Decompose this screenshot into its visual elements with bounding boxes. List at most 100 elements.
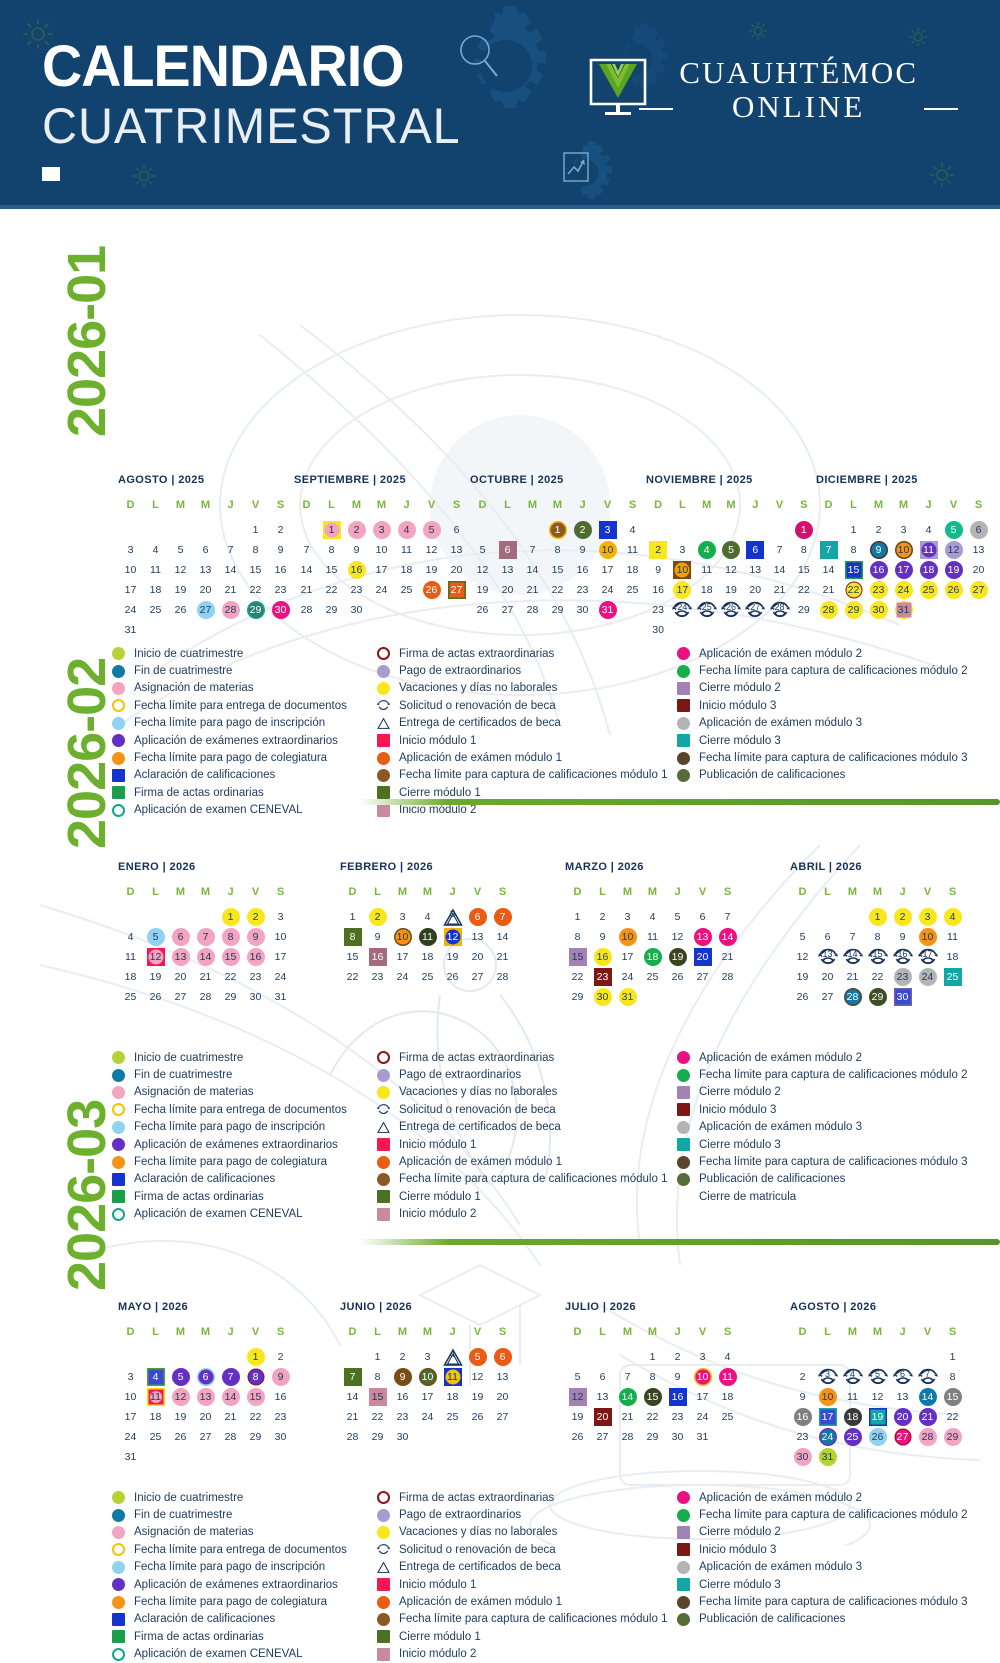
legend-item[interactable]: Aplicación de exámen módulo 2: [677, 1489, 997, 1506]
legend-item[interactable]: Pago de extraordinarios: [377, 1066, 677, 1083]
legend-item[interactable]: Vacaciones y días no laborales: [377, 680, 677, 697]
day-cell-marked[interactable]: 31: [817, 1448, 838, 1466]
day-cell-marked[interactable]: 1: [245, 1348, 266, 1366]
legend-item[interactable]: Aplicación de examen CENEVAL: [112, 1206, 377, 1223]
day-cell-marked[interactable]: 7: [195, 928, 216, 946]
legend-item[interactable]: Solicitud o renovación de beca: [377, 1541, 677, 1558]
day-cell-marked[interactable]: 10: [672, 561, 693, 579]
day-cell-marked[interactable]: 10: [417, 1368, 438, 1386]
legend-item[interactable]: Fecha límite para pago de inscripción: [112, 715, 377, 732]
day-cell-marked[interactable]: 10: [817, 1388, 838, 1406]
legend-item[interactable]: Aplicación de exámen módulo 1: [377, 1593, 677, 1610]
legend-item[interactable]: Firma de actas extraordinarias: [377, 645, 677, 662]
day-cell-marked[interactable]: 10: [692, 1368, 713, 1386]
day-cell-marked[interactable]: 4: [145, 1368, 166, 1386]
day-cell-marked[interactable]: 29: [843, 601, 864, 619]
legend-item[interactable]: Fecha límite para captura de calificacio…: [377, 1611, 677, 1628]
day-cell-marked[interactable]: 24: [893, 581, 914, 599]
legend-item[interactable]: Inicio módulo 1: [377, 1136, 677, 1153]
legend-item[interactable]: Aplicación de examen CENEVAL: [112, 802, 377, 819]
legend-item[interactable]: Fecha límite para captura de calificacio…: [377, 1171, 677, 1188]
legend-item[interactable]: Aplicación de exámen módulo 3: [677, 715, 997, 732]
day-cell-marked[interactable]: 28: [220, 601, 241, 619]
day-cell-marked[interactable]: 1: [793, 521, 814, 539]
legend-item[interactable]: Asignación de materias: [112, 680, 377, 697]
day-cell-marked[interactable]: 16: [667, 1388, 688, 1406]
day-cell-marked[interactable]: 8: [342, 928, 363, 946]
day-cell-marked[interactable]: 2: [245, 908, 266, 926]
day-cell-marked[interactable]: 10: [617, 928, 638, 946]
legend-item[interactable]: Fecha límite para captura de calificacio…: [377, 767, 677, 784]
legend-item[interactable]: Inicio módulo 2: [377, 1646, 677, 1663]
day-cell-marked[interactable]: 7: [492, 908, 513, 926]
legend-item[interactable]: Inicio módulo 3: [677, 697, 997, 714]
day-cell-marked[interactable]: 9: [245, 928, 266, 946]
legend-item[interactable]: Pago de extraordinarios: [377, 1506, 677, 1523]
day-cell-marked[interactable]: 30: [892, 988, 913, 1006]
day-cell-marked[interactable]: 7: [818, 541, 839, 559]
legend-item[interactable]: Inicio de cuatrimestre: [112, 645, 377, 662]
day-cell-marked[interactable]: 12: [145, 948, 166, 966]
legend-item[interactable]: Cierre módulo 1: [377, 1188, 677, 1205]
day-cell-marked[interactable]: 4: [942, 908, 963, 926]
legend-item[interactable]: Inicio módulo 1: [377, 1576, 677, 1593]
legend-item[interactable]: Fecha límite para pago de inscripción: [112, 1559, 377, 1576]
day-cell-marked[interactable]: 5: [170, 1368, 191, 1386]
day-cell-marked[interactable]: 25: [918, 581, 939, 599]
day-cell-marked[interactable]: 25: [942, 968, 963, 986]
day-cell-marked[interactable]: 8: [220, 928, 241, 946]
legend-item[interactable]: Cierre de matricula: [677, 1188, 997, 1205]
day-cell-marked[interactable]: 15: [245, 1388, 266, 1406]
legend-item[interactable]: Cierre módulo 3: [677, 1576, 997, 1593]
day-cell-marked[interactable]: 15: [843, 561, 864, 579]
legend-item[interactable]: Fecha límite para pago de colegiatura: [112, 1153, 377, 1170]
legend-item[interactable]: Fin de cuatrimestre: [112, 1506, 377, 1523]
legend-item[interactable]: Cierre módulo 3: [677, 1136, 997, 1153]
day-cell-marked[interactable]: 11: [145, 1388, 166, 1406]
day-cell-marked[interactable]: 20: [692, 948, 713, 966]
legend-item[interactable]: Aclaración de calificaciones: [112, 1611, 377, 1628]
legend-item[interactable]: Cierre módulo 1: [377, 784, 677, 801]
day-cell-marked[interactable]: 2: [346, 521, 367, 539]
legend-item[interactable]: Entrega de certificados de beca: [377, 1559, 677, 1576]
day-cell-marked[interactable]: 17: [672, 581, 693, 599]
day-cell-marked[interactable]: 5: [943, 521, 964, 539]
day-cell-marked[interactable]: 19: [943, 561, 964, 579]
day-cell-marked[interactable]: 2: [572, 521, 593, 539]
legend-item[interactable]: Fecha límite para captura de calificacio…: [677, 1593, 997, 1610]
day-cell-marked[interactable]: 31: [893, 601, 914, 619]
day-cell-marked[interactable]: 6: [170, 928, 191, 946]
day-cell-marked[interactable]: 6: [745, 541, 766, 559]
day-cell-marked[interactable]: 12: [567, 1388, 588, 1406]
legend-item[interactable]: Fecha límite para entrega de documentos: [112, 1101, 377, 1118]
legend-item[interactable]: Cierre módulo 3: [677, 732, 997, 749]
day-cell-marked[interactable]: 11: [717, 1368, 738, 1386]
legend-item[interactable]: Publicación de calificaciones: [677, 1171, 997, 1188]
day-cell-marked[interactable]: 15: [220, 948, 241, 966]
legend-item[interactable]: Fecha límite para entrega de documentos: [112, 1541, 377, 1558]
legend-item[interactable]: Fecha límite para captura de calificacio…: [677, 1066, 997, 1083]
day-cell-marked[interactable]: 16: [592, 948, 613, 966]
day-cell-marked[interactable]: 21: [917, 1408, 938, 1426]
day-cell-marked[interactable]: 23: [892, 968, 913, 986]
day-cell-marked[interactable]: 15: [642, 1388, 663, 1406]
day-cell-marked[interactable]: 30: [592, 988, 613, 1006]
day-cell-marked[interactable]: 6: [497, 541, 518, 559]
legend-item[interactable]: Aplicación de exámen módulo 1: [377, 1153, 677, 1170]
legend-item[interactable]: Fecha límite para pago de inscripción: [112, 1119, 377, 1136]
day-cell-marked[interactable]: 11: [918, 541, 939, 559]
legend-item[interactable]: Fecha límite para captura de calificacio…: [677, 662, 997, 679]
day-cell-marked[interactable]: 20: [892, 1408, 913, 1426]
day-cell-marked[interactable]: 19: [867, 1408, 888, 1426]
legend-item[interactable]: Fecha límite para captura de calificacio…: [677, 749, 997, 766]
legend-item[interactable]: Inicio módulo 3: [677, 1101, 997, 1118]
day-cell-marked[interactable]: 30: [868, 601, 889, 619]
day-cell-marked[interactable]: 2: [648, 541, 669, 559]
day-cell-marked[interactable]: 17: [893, 561, 914, 579]
legend-item[interactable]: Vacaciones y días no laborales: [377, 1524, 677, 1541]
legend-item[interactable]: Inicio de cuatrimestre: [112, 1489, 377, 1506]
legend-item[interactable]: Aplicación de exámen módulo 2: [677, 1049, 997, 1066]
legend-item[interactable]: Aclaración de calificaciones: [112, 1171, 377, 1188]
day-cell-marked[interactable]: 29: [942, 1428, 963, 1446]
day-cell-marked[interactable]: 4: [696, 541, 717, 559]
